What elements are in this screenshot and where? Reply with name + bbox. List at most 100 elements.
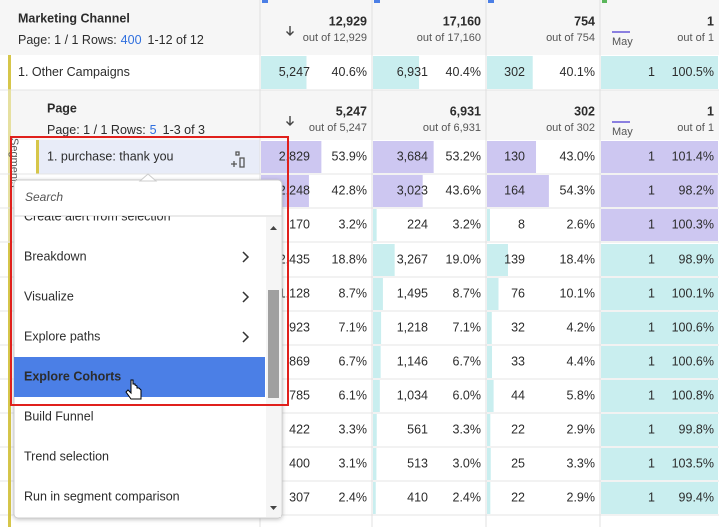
pagination-label: Page: 1 / 1 Rows: — [47, 123, 146, 137]
cell-bar — [601, 209, 718, 241]
cell-percent: 2.9% — [567, 422, 596, 436]
menu-bg — [13, 179, 283, 519]
pagination-label: Page: 1 / 1 Rows: — [18, 33, 117, 47]
menu-item[interactable]: Breakdown — [24, 249, 87, 263]
column-total: 17,160 — [443, 14, 481, 28]
cell-bar — [487, 380, 494, 412]
rows-per-page[interactable]: 400 — [121, 33, 142, 47]
cell-value: 785 — [289, 388, 310, 402]
menu-item[interactable]: Explore Cohorts — [24, 369, 121, 383]
cell-percent: 53.2% — [446, 149, 481, 163]
cell-bar — [487, 414, 491, 446]
row-label[interactable]: 1. purchase: thank you — [47, 149, 174, 163]
cell-value: 1,495 — [397, 286, 428, 300]
cell-value: 164 — [504, 183, 525, 197]
context-menu: Search Create alert from selection Breakdo… — [10, 136, 289, 519]
cell-bar — [373, 209, 377, 241]
cell-percent: 6.7% — [339, 354, 368, 368]
selection-outline — [10, 136, 289, 406]
menu-item[interactable]: Trend selection — [24, 449, 109, 463]
scroll-thumb[interactable] — [268, 290, 279, 398]
cell-bar — [601, 312, 718, 344]
column-total: 1 — [707, 104, 714, 118]
row-label[interactable]: 1. Other Campaigns — [18, 65, 130, 79]
cell-bar — [487, 448, 491, 480]
cell-bar — [487, 278, 499, 310]
cell-value: 869 — [289, 354, 310, 368]
scroll-up[interactable] — [270, 226, 277, 230]
cell-value: 25 — [511, 456, 525, 470]
cell-percent: 6.1% — [339, 388, 368, 402]
cell-value: 8 — [518, 217, 525, 231]
cell-value: 2,829 — [279, 149, 310, 163]
cell-percent: 2.9% — [567, 490, 596, 504]
cell-percent: 8.7% — [453, 286, 482, 300]
menu-item[interactable]: Create alert from selection — [24, 209, 171, 223]
cell-bar — [487, 209, 490, 241]
cell-percent: 101.4% — [672, 149, 714, 163]
cell-value: 76 — [511, 286, 525, 300]
menu-item[interactable]: Build Funnel — [24, 409, 94, 423]
cell-percent: 43.6% — [446, 183, 481, 197]
cell-percent: 100.8% — [672, 388, 714, 402]
column-out-of: out of 302 — [546, 122, 595, 134]
cell-bar — [487, 312, 492, 344]
column-total: 5,247 — [336, 104, 367, 118]
cell-value: 923 — [289, 320, 310, 334]
cell-percent: 100.6% — [672, 320, 714, 334]
cursor-hand — [125, 379, 142, 400]
cell-value: 1 — [648, 252, 655, 266]
row-range: 1-12 of 12 — [148, 33, 204, 47]
cell-percent: 100.1% — [672, 286, 714, 300]
cell-bar — [373, 56, 420, 89]
breakdown-indent — [8, 90, 11, 243]
menu-item[interactable]: Explore paths — [24, 329, 100, 343]
header-bg — [0, 0, 719, 55]
col-stripe — [262, 0, 268, 3]
cell-value: 130 — [504, 149, 525, 163]
cell-bar — [261, 56, 307, 89]
column-total: 302 — [574, 104, 595, 118]
cell-value: 1 — [648, 388, 655, 402]
cell-percent: 54.3% — [560, 183, 595, 197]
cell-value: 1 — [648, 286, 655, 300]
cell-bar — [487, 175, 549, 207]
cell-bar — [487, 482, 491, 514]
cell-percent: 7.1% — [453, 320, 482, 334]
dimension-title: Page — [47, 101, 77, 115]
search-input[interactable]: Search — [25, 190, 63, 204]
cell-percent: 2.4% — [453, 490, 482, 504]
cell-bar — [601, 380, 718, 412]
cell-value: 1 — [648, 490, 655, 504]
cell-percent: 5.8% — [567, 388, 596, 402]
cell-percent: 4.2% — [567, 320, 596, 334]
cell-bar — [373, 482, 376, 514]
rows-per-page[interactable]: 5 — [150, 123, 157, 137]
cell-percent: 40.1% — [560, 65, 595, 79]
cell-percent: 3.3% — [567, 456, 596, 470]
cell-bar — [601, 278, 718, 310]
cell-value: 224 — [407, 217, 428, 231]
cell-value: 1,034 — [397, 388, 428, 402]
cell-bar — [373, 312, 382, 344]
cell-percent: 3.2% — [453, 217, 482, 231]
column-out-of: out of 1 — [677, 122, 714, 134]
col-stripe — [602, 0, 607, 3]
cell-value: 22 — [511, 422, 525, 436]
cell-percent: 7.1% — [339, 320, 368, 334]
menu-item[interactable]: Visualize — [24, 289, 74, 303]
row-marker — [8, 243, 11, 527]
menu-item[interactable]: Run in segment comparison — [24, 489, 180, 503]
cell-percent: 103.5% — [672, 456, 714, 470]
cell-percent: 100.5% — [672, 65, 714, 79]
scroll-down[interactable] — [270, 506, 277, 510]
cell-value: 422 — [289, 422, 310, 436]
cell-bar — [373, 448, 377, 480]
cell-bar — [601, 414, 718, 446]
cell-bar — [601, 141, 718, 173]
cell-bar — [487, 346, 493, 378]
cell-percent: 98.2% — [679, 183, 714, 197]
submenu-chevron — [242, 251, 250, 263]
